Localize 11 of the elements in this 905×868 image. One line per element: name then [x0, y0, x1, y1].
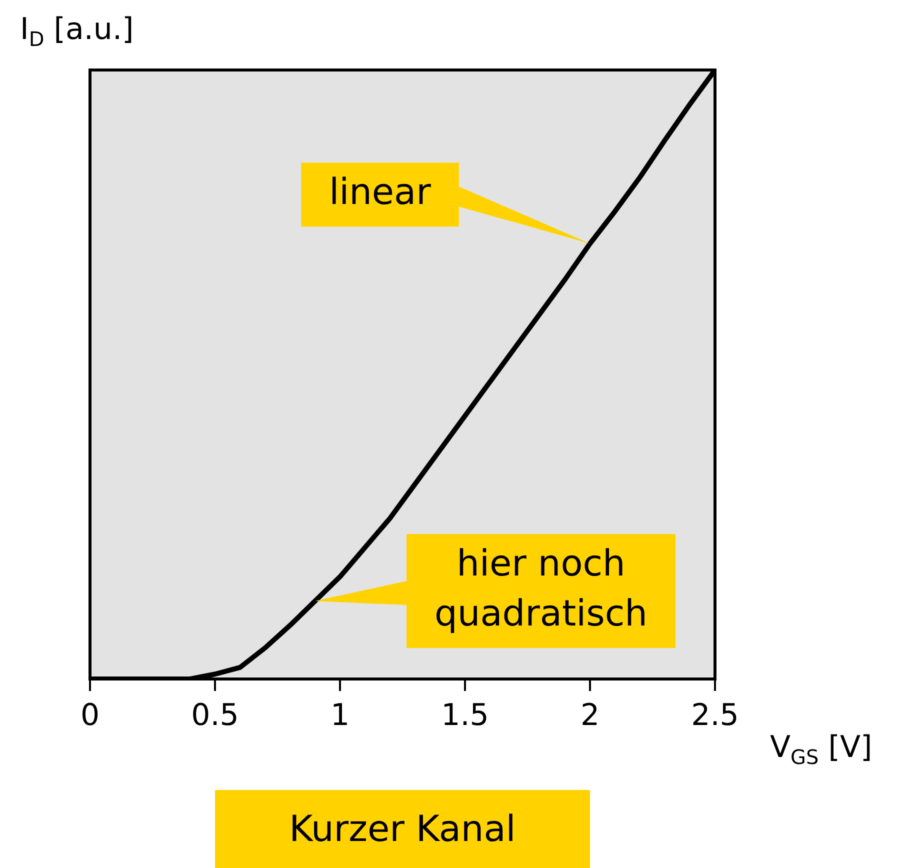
x-axis-title: V$_{GS}$ [V] [770, 730, 872, 769]
annotation: hier noch quadratisch [434, 543, 648, 634]
x-tick-label: 0 [80, 698, 100, 733]
x-tick-label: 2.5 [691, 698, 739, 733]
annotation: linear [329, 172, 432, 213]
x-tick-label: 0.5 [191, 698, 239, 733]
x-tick-label: 1 [330, 698, 350, 733]
x-tick-label: 1.5 [441, 698, 489, 733]
y-axis-title: I$_{D}$ [a.u.] [20, 12, 134, 51]
text: Kurzer Kanal [215, 790, 590, 868]
x-tick-label: 2 [580, 698, 600, 733]
